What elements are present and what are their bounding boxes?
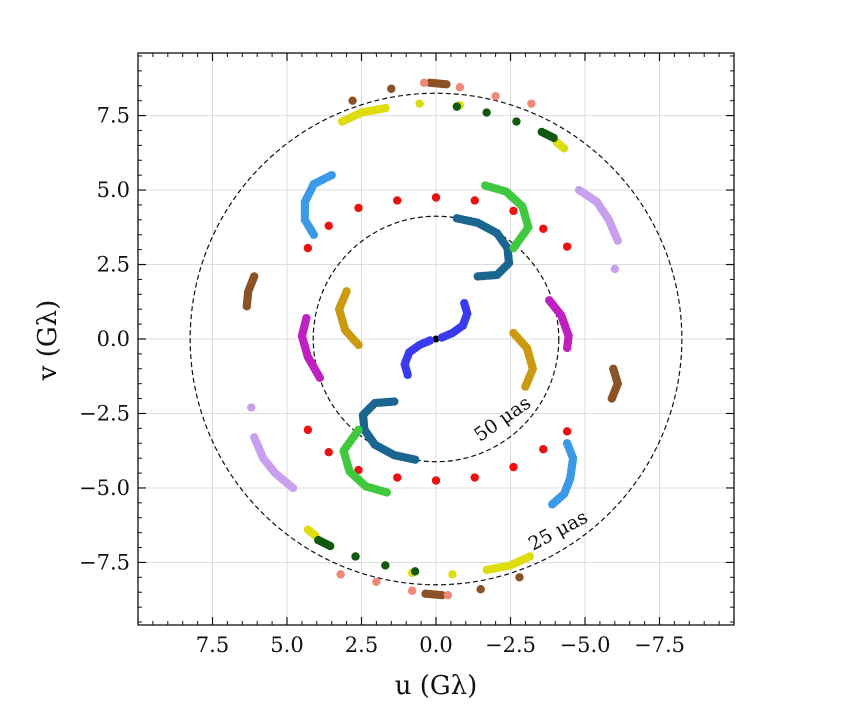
- data-point: [387, 397, 396, 406]
- data-point: [415, 99, 424, 108]
- data-point: [410, 567, 420, 576]
- data-point: [423, 337, 432, 346]
- tick-labels: 7.5 5.0 2.5 0.0 −2.5 −5.0 −7.5 7.5 5.0 2.5 0.0 −2.5…: [79, 104, 685, 657]
- data-point: [352, 338, 361, 348]
- data-point: [351, 552, 360, 561]
- data-point: [562, 242, 572, 251]
- y-tick-label: −2.5: [79, 401, 130, 425]
- data-point: [303, 243, 313, 253]
- data-point: [407, 586, 417, 595]
- data-point: [324, 221, 333, 230]
- x-tick-label: 2.5: [345, 633, 378, 657]
- data-point: [352, 427, 362, 437]
- data-point: [387, 84, 396, 93]
- data-point: [455, 83, 465, 92]
- data-point: [348, 96, 357, 105]
- reference-rings: [189, 92, 683, 586]
- data-point: [547, 132, 556, 141]
- y-axis-title: v (Gλ): [33, 300, 63, 382]
- data-point: [610, 264, 619, 274]
- data-point: [308, 228, 317, 237]
- data-point: [431, 193, 441, 202]
- x-tick-label: −7.5: [634, 633, 685, 657]
- data-point: [509, 462, 518, 472]
- y-tick-label: −5.0: [79, 476, 130, 500]
- ring-50-uas: [312, 215, 560, 463]
- data-point: [354, 203, 363, 213]
- data-point: [424, 589, 433, 599]
- data-points: [242, 78, 622, 600]
- data-point: [550, 498, 559, 507]
- x-tick-label: 0.0: [419, 633, 452, 657]
- data-point: [309, 529, 318, 539]
- data-point: [476, 272, 485, 281]
- data-point: [448, 570, 457, 579]
- data-point: [527, 99, 536, 108]
- data-point: [612, 233, 621, 243]
- tick-marks: [138, 53, 734, 625]
- data-point: [509, 206, 518, 216]
- data-point: [470, 196, 479, 205]
- y-tick-label: 2.5: [97, 253, 130, 277]
- y-axis-title-group: v (Gλ): [33, 300, 63, 382]
- data-point: [554, 139, 563, 149]
- ring-25-uas: [189, 92, 683, 586]
- data-point: [316, 537, 325, 546]
- x-tick-label: 5.0: [270, 633, 303, 657]
- x-tick-label: −5.0: [560, 633, 611, 657]
- data-point: [443, 591, 453, 600]
- data-point: [431, 476, 441, 485]
- data-point: [491, 91, 500, 101]
- data-point: [512, 117, 521, 126]
- data-point: [440, 332, 449, 341]
- data-point: [378, 104, 387, 113]
- data-point: [476, 585, 485, 594]
- data-point: [303, 425, 313, 435]
- x-axis-title: u (Gλ): [395, 671, 478, 701]
- data-point: [372, 577, 381, 587]
- data-point: [242, 299, 252, 308]
- data-point: [510, 241, 520, 251]
- x-tick-label: −2.5: [485, 633, 536, 657]
- y-tick-label: 7.5: [97, 104, 130, 128]
- y-tick-label: 0.0: [97, 327, 130, 351]
- data-point: [485, 565, 494, 574]
- data-point: [482, 108, 491, 117]
- data-point: [563, 341, 572, 350]
- data-point: [286, 481, 295, 491]
- data-point: [247, 403, 256, 412]
- x-tick-label: 7.5: [196, 633, 229, 657]
- data-point: [539, 445, 548, 454]
- data-point: [393, 473, 402, 482]
- data-point: [432, 335, 440, 343]
- data-point: [439, 79, 448, 89]
- data-point: [562, 427, 572, 436]
- data-point: [381, 561, 390, 570]
- y-tick-label: 5.0: [97, 178, 130, 202]
- data-point: [608, 391, 618, 401]
- data-point: [393, 196, 402, 205]
- data-point: [539, 224, 548, 233]
- data-point: [324, 448, 333, 457]
- data-point: [314, 371, 323, 380]
- data-point: [515, 573, 524, 582]
- data-point: [419, 78, 429, 87]
- data-point: [452, 102, 462, 111]
- data-point: [336, 570, 345, 579]
- data-point: [470, 473, 479, 482]
- data-point: [511, 330, 520, 340]
- y-tick-label: −7.5: [79, 550, 130, 574]
